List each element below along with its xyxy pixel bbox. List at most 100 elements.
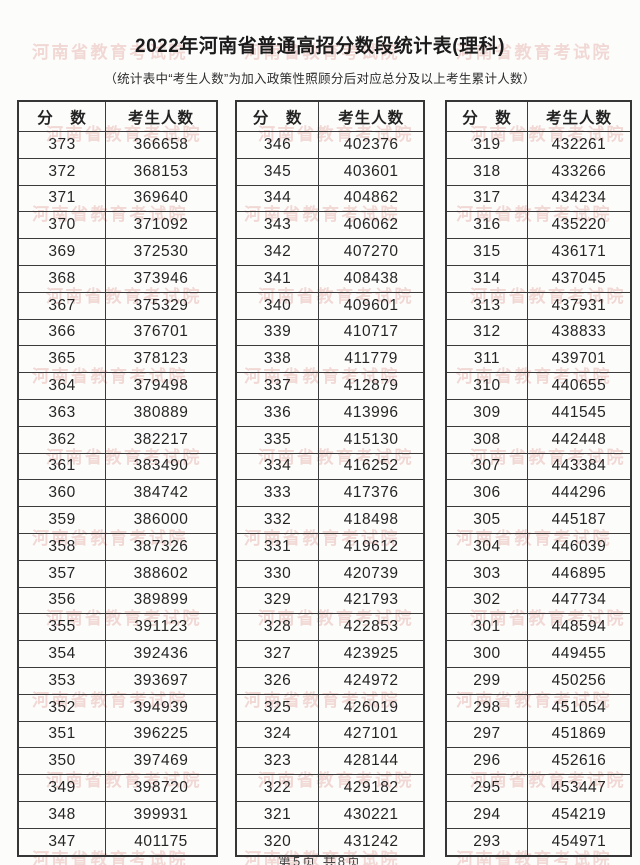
table-row: 307 443384 (445, 452, 632, 481)
header-row: 分 数考生人数 (17, 100, 218, 132)
score-cell: 307 (445, 452, 528, 481)
count-cell: 391123 (105, 613, 218, 642)
count-cell: 426019 (318, 693, 425, 722)
table-row: 365 378123 (17, 345, 218, 374)
count-cell: 422853 (318, 613, 425, 642)
count-cell: 382217 (105, 425, 218, 454)
score-cell: 343 (235, 211, 320, 240)
table-row: 314 437045 (445, 264, 632, 293)
score-cell: 341 (235, 264, 320, 293)
table-row: 294 454219 (445, 800, 632, 829)
count-cell: 380889 (105, 398, 218, 427)
count-cell: 392436 (105, 640, 218, 668)
count-cell: 439701 (526, 345, 632, 374)
count-cell: 398720 (105, 774, 218, 802)
table-row: 327 423925 (235, 640, 425, 668)
count-cell: 379498 (105, 372, 218, 400)
table-row: 329 421793 (235, 586, 425, 615)
footer-page-info: 第5页 共8页 (277, 854, 363, 865)
score-cell: 293 (445, 827, 528, 857)
table-row: 300 449455 (445, 640, 632, 668)
table-row: 358 387326 (17, 532, 218, 561)
table-row: 310 440655 (445, 372, 632, 400)
count-cell: 443384 (526, 452, 632, 481)
count-cell: 404862 (318, 184, 425, 213)
score-cell: 297 (445, 720, 528, 749)
table-row: 344 404862 (235, 184, 425, 213)
column-header: 考生人数 (526, 100, 632, 132)
score-cell: 371 (17, 184, 107, 213)
table-row: 347 401175 (17, 827, 218, 857)
count-cell: 434234 (526, 184, 632, 213)
count-cell: 409601 (318, 291, 425, 320)
table-row: 360 384742 (17, 479, 218, 508)
table-row: 356 389899 (17, 586, 218, 615)
score-cell: 355 (17, 613, 107, 642)
score-cell: 362 (17, 425, 107, 454)
table-row: 331 419612 (235, 532, 425, 561)
count-cell: 453447 (526, 774, 632, 802)
score-cell: 338 (235, 345, 320, 374)
count-cell: 375329 (105, 291, 218, 320)
column-header: 分 数 (235, 100, 320, 132)
score-cell: 324 (235, 720, 320, 749)
score-cell: 347 (17, 827, 107, 857)
table-row: 316 435220 (445, 211, 632, 240)
score-cell: 314 (445, 264, 528, 293)
score-cell: 364 (17, 372, 107, 400)
column-header: 分 数 (17, 100, 107, 132)
score-cell: 326 (235, 666, 320, 695)
score-cell: 323 (235, 747, 320, 776)
score-cell: 365 (17, 345, 107, 374)
count-cell: 418498 (318, 506, 425, 534)
count-cell: 412879 (318, 372, 425, 400)
count-cell: 437931 (526, 291, 632, 320)
score-cell: 349 (17, 774, 107, 802)
count-cell: 366658 (105, 131, 218, 159)
table-row: 337 412879 (235, 372, 425, 400)
score-cell: 305 (445, 506, 528, 534)
count-cell: 452616 (526, 747, 632, 776)
score-table-3: 分 数考生人数 319 432261 318 433266 317 434234 316 43… (445, 100, 632, 857)
count-cell: 450256 (526, 666, 632, 695)
header-row: 分 数考生人数 (445, 100, 632, 132)
table-row: 338 411779 (235, 345, 425, 374)
count-cell: 411779 (318, 345, 425, 374)
count-cell: 429182 (318, 774, 425, 802)
table-row: 295 453447 (445, 774, 632, 802)
count-cell: 397469 (105, 747, 218, 776)
count-cell: 394939 (105, 693, 218, 722)
table-row: 321 430221 (235, 800, 425, 829)
score-cell: 360 (17, 479, 107, 508)
score-cell: 300 (445, 640, 528, 668)
table-row: 299 450256 (445, 666, 632, 695)
count-cell: 433266 (526, 157, 632, 186)
table-row: 301 448594 (445, 613, 632, 642)
score-cell: 321 (235, 800, 320, 829)
score-cell: 348 (17, 800, 107, 829)
score-table-2: 分 数考生人数 346 402376 345 403601 344 404862 343 40… (235, 100, 425, 857)
table-row: 306 444296 (445, 479, 632, 508)
count-cell: 401175 (105, 827, 218, 857)
score-cell: 315 (445, 238, 528, 266)
table-row: 351 396225 (17, 720, 218, 749)
score-cell: 311 (445, 345, 528, 374)
count-cell: 424972 (318, 666, 425, 695)
count-cell: 407270 (318, 238, 425, 266)
count-cell: 436171 (526, 238, 632, 266)
count-cell: 369640 (105, 184, 218, 213)
table-row: 350 397469 (17, 747, 218, 776)
table-row: 298 451054 (445, 693, 632, 722)
score-cell: 359 (17, 506, 107, 534)
count-cell: 371092 (105, 211, 218, 240)
table-row: 348 399931 (17, 800, 218, 829)
table-row: 303 446895 (445, 559, 632, 588)
table-row: 346 402376 (235, 131, 425, 159)
score-cell: 302 (445, 586, 528, 615)
score-cell: 346 (235, 131, 320, 159)
score-cell: 331 (235, 532, 320, 561)
count-cell: 454971 (526, 827, 632, 857)
table-row: 335 415130 (235, 425, 425, 454)
score-cell: 356 (17, 586, 107, 615)
table-row: 334 416252 (235, 452, 425, 481)
